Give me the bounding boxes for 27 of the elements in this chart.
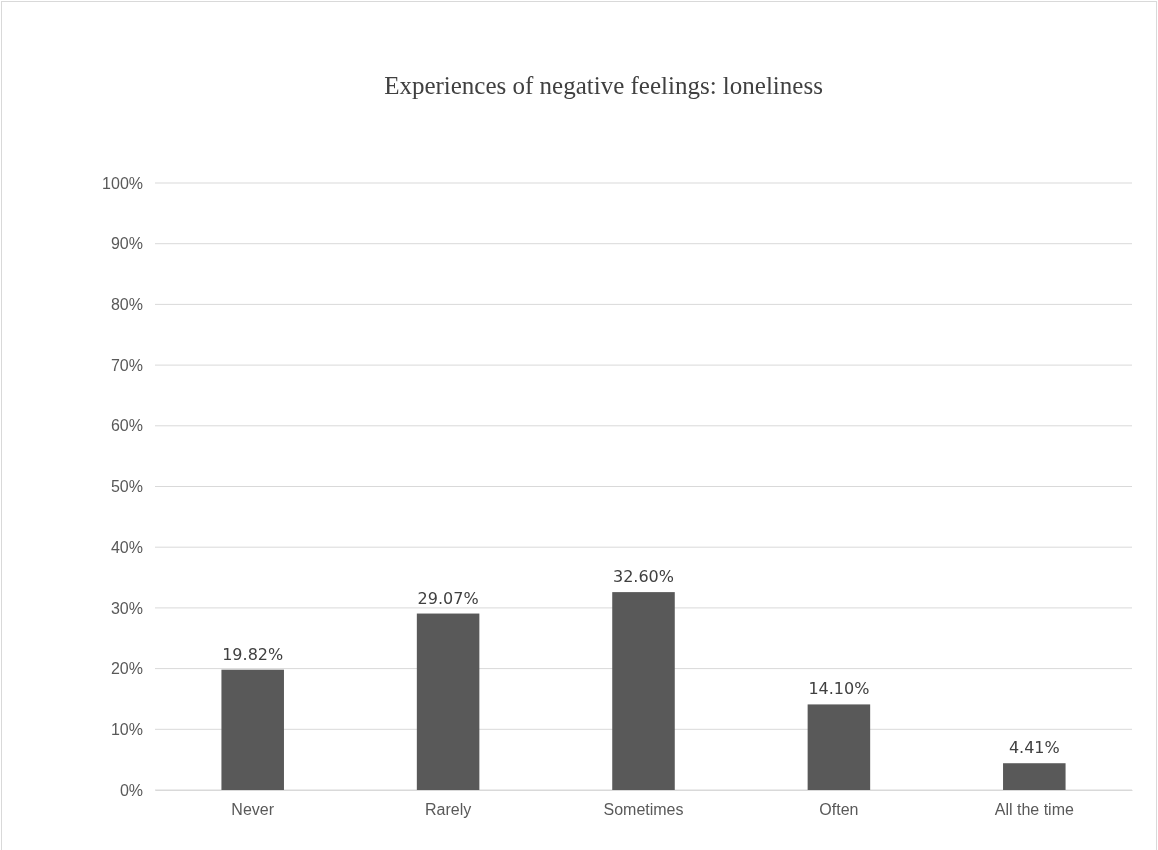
x-tick-label: Never [231,801,275,819]
bar [416,613,480,790]
y-tick-label: 20% [110,660,143,678]
y-tick-label: 30% [110,599,143,617]
chart-title: Experiences of negative feelings: loneliness [384,72,823,99]
x-tick-label: Rarely [424,801,472,819]
y-tick-label: 40% [110,538,143,556]
x-tick-label: All the time [994,801,1074,819]
y-tick-label: 90% [110,235,143,253]
data-label: 29.07% [417,588,479,608]
y-tick-label: 100% [102,174,143,192]
bar [612,592,675,790]
bar [807,704,871,790]
x-tick-label: Often [819,801,859,819]
y-tick-label: 70% [110,356,143,374]
bar [221,669,284,790]
data-label: 4.41% [1008,738,1060,758]
y-tick-label: 0% [119,781,143,799]
data-label: 14.10% [808,679,870,699]
data-label: 32.60% [612,567,675,587]
y-tick-label: 80% [110,296,143,314]
y-tick-label: 60% [110,417,143,435]
x-tick-label: Sometimes [603,801,684,819]
y-tick-label: 10% [110,720,143,738]
bar [1003,763,1066,790]
data-label: 19.82% [222,644,284,664]
y-tick-label: 50% [110,478,143,496]
